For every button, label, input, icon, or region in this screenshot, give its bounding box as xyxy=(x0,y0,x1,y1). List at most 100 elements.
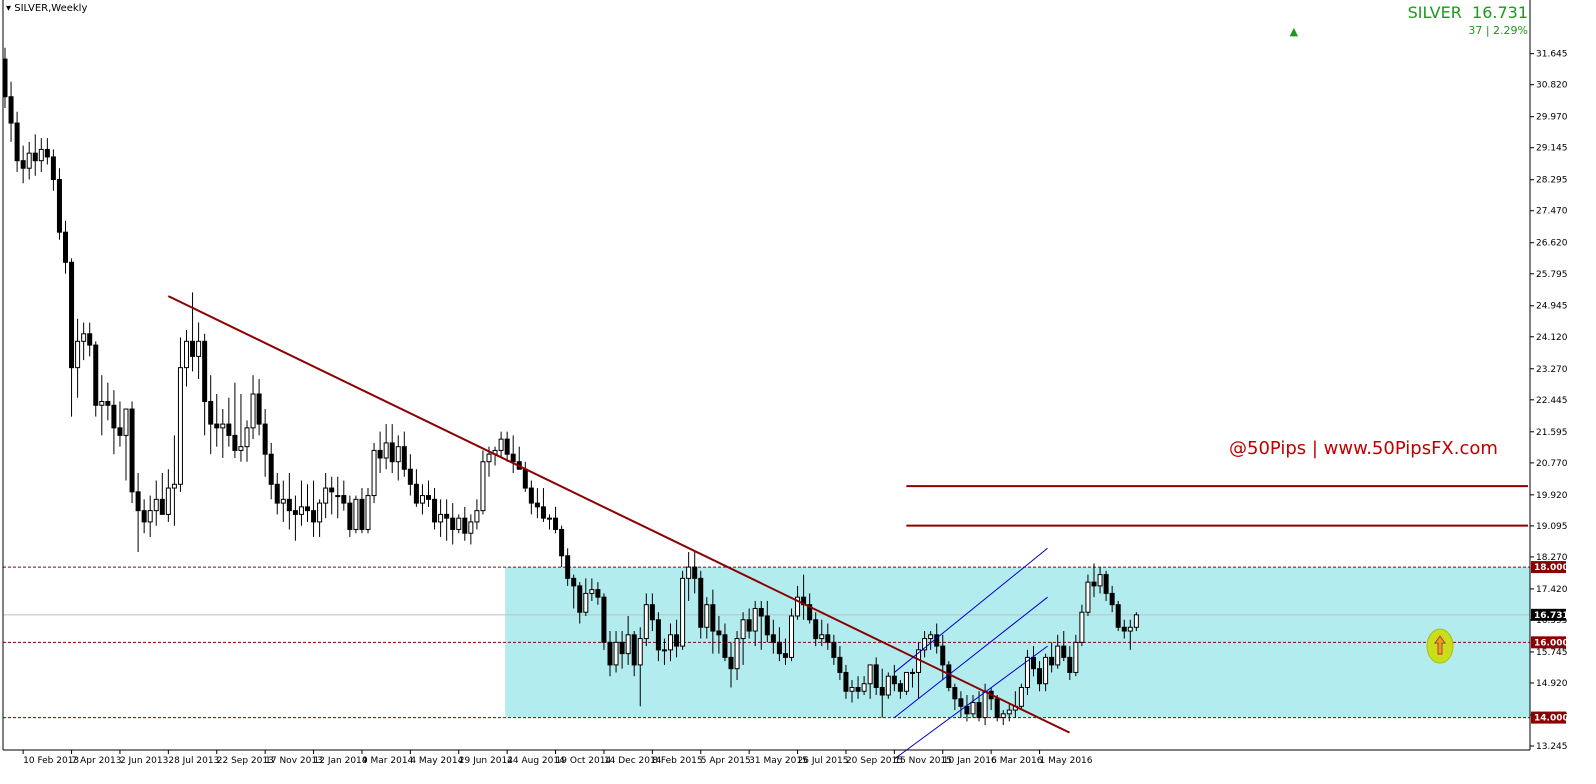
candle-body xyxy=(885,675,891,696)
candle-116 xyxy=(704,597,710,639)
candle-body xyxy=(964,705,970,715)
candle-body xyxy=(1103,574,1109,594)
candle-body xyxy=(928,634,934,640)
candle-body xyxy=(123,408,129,436)
candle-body xyxy=(8,96,14,124)
quote-change-points: 37 xyxy=(1468,24,1483,37)
candle-57 xyxy=(347,495,353,537)
x-tick-label-15: 31 May 2015 xyxy=(749,756,808,766)
candle-body xyxy=(317,502,323,523)
candle-body xyxy=(202,340,208,403)
x-tick-label-3: 28 Jul 2013 xyxy=(168,756,219,766)
candle-44 xyxy=(268,442,274,500)
candle-body xyxy=(359,498,365,530)
candle-body xyxy=(413,483,419,504)
candle-body xyxy=(1127,626,1133,632)
candle-149 xyxy=(903,671,909,696)
candle-72 xyxy=(438,499,444,537)
candle-body xyxy=(347,502,353,530)
candle-127 xyxy=(770,619,776,654)
candle-134 xyxy=(813,612,819,647)
candle-body xyxy=(976,702,982,719)
candle-body xyxy=(571,577,577,587)
candle-body xyxy=(432,498,438,523)
chart-menu-icon[interactable]: ▾ xyxy=(6,3,12,14)
candle-176 xyxy=(1067,646,1073,680)
quote-value: 16.731 xyxy=(1472,3,1528,22)
candle-body xyxy=(807,604,813,621)
candle-35 xyxy=(214,393,220,447)
candle-121 xyxy=(734,631,740,680)
channel-lower-line xyxy=(894,645,1048,760)
candle-body xyxy=(879,686,885,696)
y-tick-label-9: 24.120 xyxy=(1536,333,1568,343)
candle-107 xyxy=(649,593,655,632)
quote-price: SILVER 16.731 xyxy=(1408,3,1528,22)
candle-150 xyxy=(910,668,915,688)
candle-body xyxy=(843,671,849,692)
candle-54 xyxy=(329,476,335,515)
x-tick-label-19: 10 Jan 2016 xyxy=(943,756,997,766)
candle-14 xyxy=(87,322,93,357)
candle-55 xyxy=(335,476,341,519)
y-tick-label-4: 28.295 xyxy=(1536,176,1568,186)
candle-body xyxy=(674,634,680,647)
candle-158 xyxy=(958,691,964,718)
candle-60 xyxy=(365,488,371,534)
candle-159 xyxy=(964,695,970,722)
candle-body xyxy=(631,634,637,666)
candle-27 xyxy=(165,469,171,522)
candle-body xyxy=(177,367,183,485)
candle-body xyxy=(1091,581,1097,587)
candle-37 xyxy=(226,397,232,447)
candle-body xyxy=(159,498,165,515)
candle-142 xyxy=(861,676,867,696)
downtrend-line xyxy=(167,295,1070,734)
candle-98 xyxy=(595,582,601,605)
candle-146 xyxy=(885,672,891,699)
candle-182 xyxy=(1103,570,1109,601)
candle-12 xyxy=(75,318,81,398)
candle-body xyxy=(75,340,81,369)
candle-body xyxy=(486,453,492,463)
price-axis: 31.645 30.820 29.970 29.145 28.295 27.470 26.6… xyxy=(2,0,1569,752)
candle-body xyxy=(111,404,117,429)
candle-body xyxy=(795,596,801,617)
candle-body xyxy=(637,638,643,666)
x-tick-label-0: 10 Feb 2013 xyxy=(23,756,79,766)
candle-body xyxy=(559,528,565,557)
candle-body xyxy=(504,438,510,455)
y-tick-label-13: 20.770 xyxy=(1536,459,1568,469)
candle-144 xyxy=(873,657,879,696)
candle-body xyxy=(26,152,32,169)
candle-186 xyxy=(1127,619,1133,650)
y-tick-label-0: 31.645 xyxy=(1536,50,1568,60)
y-tick-label-5: 27.470 xyxy=(1536,207,1568,217)
y-tick-label-14: 19.920 xyxy=(1536,491,1568,501)
y-tick-label-2: 29.970 xyxy=(1536,113,1568,123)
candle-17 xyxy=(105,382,111,421)
trendlines-layer xyxy=(167,295,1070,760)
x-tick-label-18: 15 Nov 2015 xyxy=(894,756,952,766)
candle-body xyxy=(1073,641,1079,673)
candle-75 xyxy=(456,514,462,534)
y-tick-label-10: 23.270 xyxy=(1536,365,1568,375)
candle-15 xyxy=(93,341,99,417)
candle-59 xyxy=(359,488,365,534)
candle-62 xyxy=(377,431,383,474)
candle-body xyxy=(305,506,310,512)
candle-body xyxy=(897,683,903,692)
x-tick-label-16: 26 Jul 2015 xyxy=(798,756,849,766)
candle-139 xyxy=(843,664,849,699)
candle-179 xyxy=(1085,574,1091,616)
candle-body xyxy=(450,517,456,530)
candle-95 xyxy=(577,582,583,624)
candle-body xyxy=(419,495,425,504)
candle-body xyxy=(522,468,528,489)
candle-body xyxy=(1085,581,1091,613)
candle-body xyxy=(534,502,540,508)
candle-9 xyxy=(56,168,62,240)
candle-97 xyxy=(589,578,595,601)
x-tick-label-2: 2 Jun 2013 xyxy=(120,756,168,766)
candle-body xyxy=(819,634,825,640)
